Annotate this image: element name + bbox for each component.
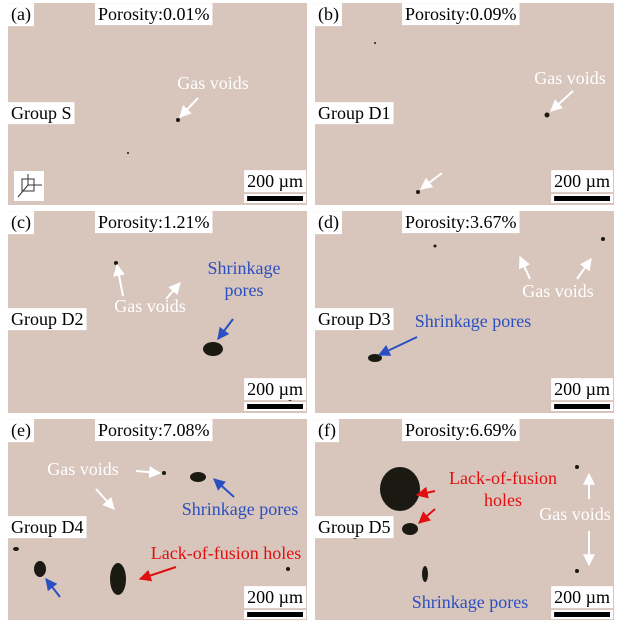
scale-bar-line (554, 196, 610, 201)
pore (13, 547, 19, 551)
scale-label: 200 µm (247, 171, 303, 191)
pore (127, 152, 129, 154)
pore (380, 467, 420, 511)
annotation: Shrinkage pores (415, 311, 531, 331)
annotation: Shrinkage pores (182, 499, 298, 519)
scale-bar-line (247, 612, 303, 617)
annotation: pores (225, 280, 264, 300)
annotation: Gas voids (177, 73, 249, 93)
pore (374, 42, 376, 44)
group-label: Group D3 (318, 309, 391, 329)
pore (422, 566, 428, 582)
scale-bar-line (247, 196, 303, 201)
porosity: Porosity:3.67% (405, 212, 517, 232)
pore (434, 245, 437, 248)
panel-label: (c) (11, 212, 31, 233)
panel-label: (d) (318, 212, 339, 233)
scale-bar-line (554, 404, 610, 409)
pore (545, 113, 550, 118)
scale-label: 200 µm (554, 379, 610, 399)
porosity: Porosity:0.01% (98, 4, 210, 24)
panel-label: (a) (11, 4, 31, 25)
annotation: Lack-of-fusion holes (151, 543, 301, 563)
pore (110, 563, 126, 595)
scale-label: 200 µm (554, 171, 610, 191)
panel: (a) Porosity:0.01% Group S 200 µm Gas voids (8, 3, 307, 205)
scale-bar-line (247, 404, 303, 409)
scale-label: 200 µm (554, 587, 610, 607)
pore (176, 118, 180, 122)
group-label: Group S (11, 103, 72, 123)
porosity: Porosity:1.21% (98, 212, 210, 232)
annotation: Lack-of-fusion (449, 468, 557, 488)
scale-label: 200 µm (247, 379, 303, 399)
porosity: Porosity:7.08% (98, 420, 210, 440)
annotation: Gas voids (534, 68, 606, 88)
porosity: Porosity:6.69% (405, 420, 517, 440)
group-label: Group D5 (318, 517, 391, 537)
pore (34, 561, 46, 577)
panel: (e) Porosity:7.08% Group D4 200 µm Gas voids… (8, 419, 307, 620)
group-label: Group D4 (11, 517, 84, 537)
annotation: Gas voids (47, 459, 119, 479)
figure: (a)Porosity:0.01%Group S200 µmGas voids(… (0, 0, 622, 620)
scale-label: 200 µm (247, 587, 303, 607)
pore (162, 471, 166, 475)
axis-icon (14, 171, 44, 201)
group-label: Group D2 (11, 309, 84, 329)
pore (416, 190, 420, 194)
pore (402, 523, 418, 535)
pore (203, 342, 223, 356)
annotation: Shrinkage (208, 258, 281, 278)
panel: (d) Porosity:3.67% Group D3 200 µm Gas voids… (315, 211, 614, 413)
porosity: Porosity:0.09% (405, 4, 517, 24)
pore (575, 465, 579, 469)
panel: (f) Porosity:6.69% Group D5 200 µm Lack-of-f… (315, 419, 614, 620)
panel-label: (e) (11, 420, 31, 441)
annotation: Gas voids (539, 504, 611, 524)
pore (575, 569, 579, 573)
pore (286, 567, 290, 571)
scale-bar-line (554, 612, 610, 617)
panel: (c) Porosity:1.21% Group D2 200 µm Gas voids… (8, 211, 307, 413)
panel: (b) Porosity:0.09% Group D1 200 µm Gas voids (315, 3, 614, 205)
group-label: Group D1 (318, 103, 391, 123)
annotation: Shrinkage pores (412, 592, 528, 612)
pore (190, 472, 206, 482)
pore (114, 261, 118, 265)
panel-label: (f) (318, 420, 336, 441)
annotation: holes (484, 490, 522, 510)
panel-label: (b) (318, 4, 339, 25)
annotation: Gas voids (114, 296, 186, 316)
annotation: Gas voids (522, 281, 594, 301)
pore (601, 237, 605, 241)
